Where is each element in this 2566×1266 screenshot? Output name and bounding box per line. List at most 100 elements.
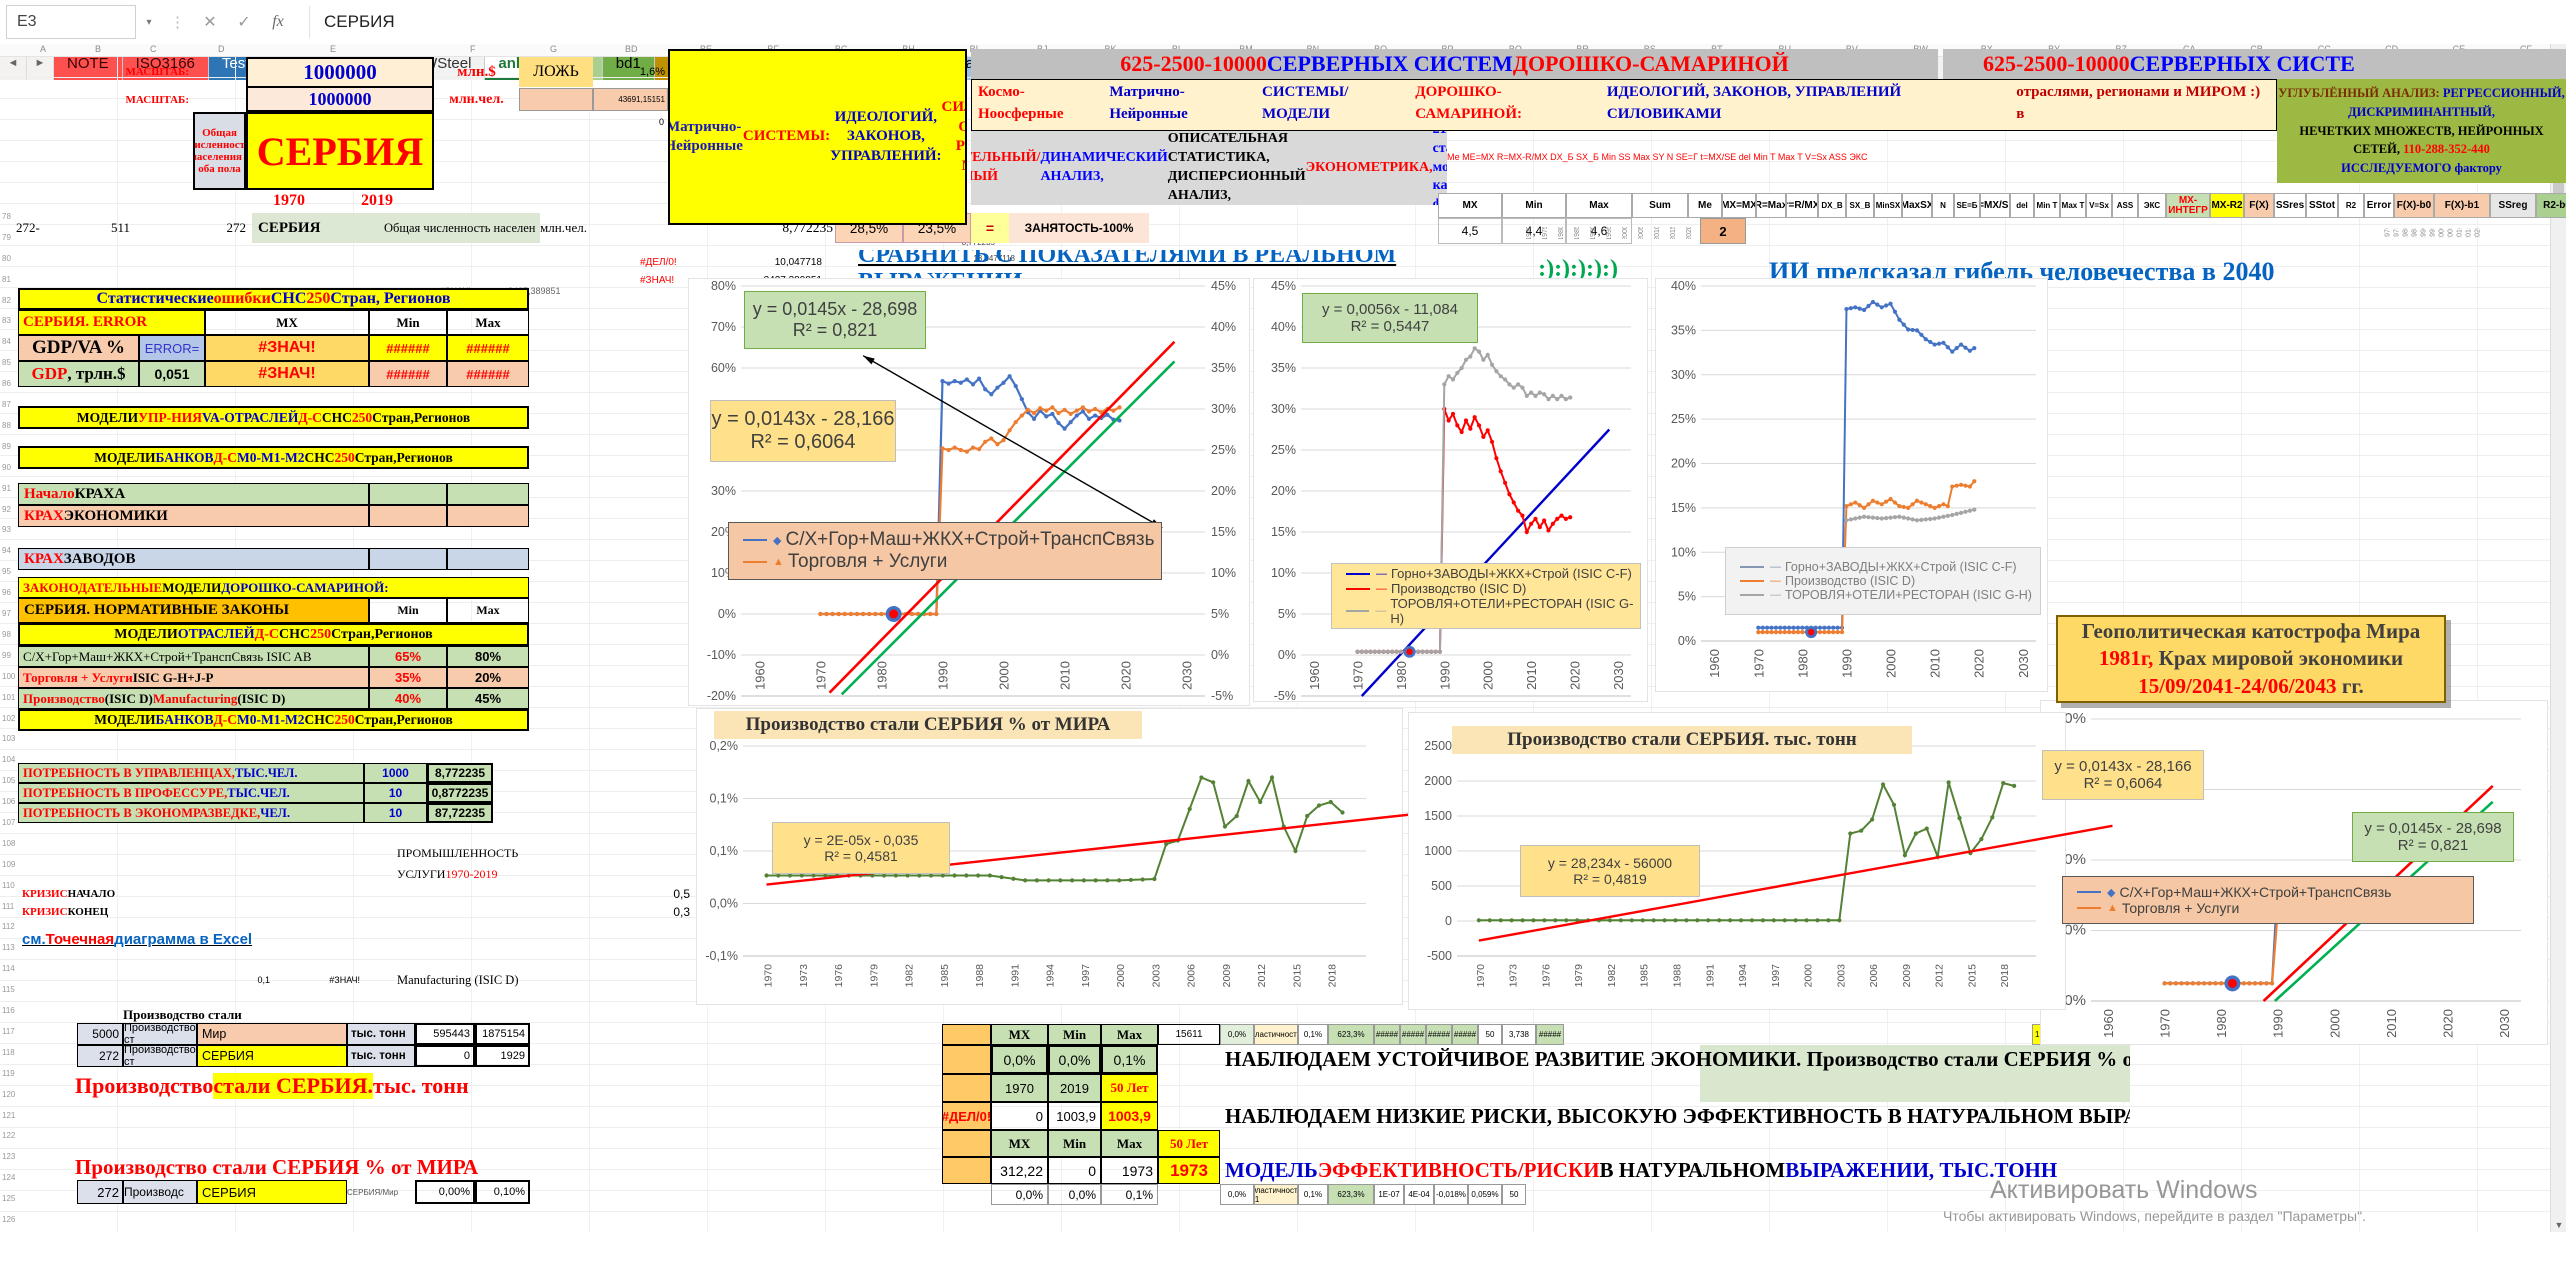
row-number[interactable]: 82 xyxy=(2,295,11,305)
steel-unit[interactable]: тыс. тонн xyxy=(347,1045,415,1067)
scale-value-1[interactable]: 1000000 xyxy=(246,57,434,88)
crash-row-label[interactable]: Начало КРАХА xyxy=(18,483,369,505)
enter-icon[interactable]: ✓ xyxy=(237,14,251,31)
stat-col-header[interactable]: SStot xyxy=(2306,193,2338,218)
summary-val[interactable]: 0 xyxy=(991,1102,1048,1130)
r78-country[interactable]: СЕРБИЯ xyxy=(252,213,384,243)
chart-F[interactable]: 2500 2000 1500 1000 500 0 -500 1970 1973 1976 1979… xyxy=(1408,712,2113,1010)
summary-mini[interactable]: -0,018% xyxy=(1434,1184,1468,1205)
stat-col-header[interactable]: R2 xyxy=(2338,193,2364,218)
err-r2-min[interactable]: ###### xyxy=(369,361,447,387)
sector-row-min[interactable]: 40% xyxy=(369,688,447,709)
row-number[interactable]: 78 xyxy=(2,212,11,221)
summary-1973[interactable]: 1973 xyxy=(1158,1157,1220,1184)
row-number[interactable]: 88 xyxy=(2,420,11,430)
sector-row-min[interactable]: 65% xyxy=(369,646,447,667)
steel-v2[interactable]: 1929 xyxy=(475,1045,530,1067)
stat-col-header[interactable]: Error xyxy=(2364,193,2394,218)
stat-col-header[interactable]: del xyxy=(2010,193,2034,218)
summary-val[interactable]: 1973 xyxy=(1101,1157,1158,1184)
summary-mini[interactable]: ##### xyxy=(1426,1024,1452,1045)
row-number[interactable]: 110 xyxy=(2,880,15,890)
sector-row-label[interactable]: С/Х+Гор+Маш+ЖКХ+Строй+ТранспСвязь ISIC A… xyxy=(18,646,369,667)
summary-mini[interactable]: 0,0% xyxy=(1220,1024,1254,1045)
leg-norm-max[interactable]: Max xyxy=(447,598,529,623)
name-box-caret-icon[interactable]: ▾ xyxy=(146,16,152,28)
stat-col-header[interactable]: N xyxy=(1932,193,1954,218)
row-number[interactable]: 83 xyxy=(2,316,11,326)
row-number[interactable]: 97 xyxy=(2,609,11,619)
err-r2-max[interactable]: ###### xyxy=(447,361,529,387)
r78-pop-label[interactable]: Общая численность населен xyxy=(384,213,540,243)
need-row-v2[interactable]: 87,72235 xyxy=(427,803,493,823)
crash-row-label[interactable]: КРАХ ЭКОНОМИКИ xyxy=(18,505,369,527)
row-number[interactable]: 118 xyxy=(2,1047,15,1057)
summary-hdr2[interactable]: Min xyxy=(1048,1130,1101,1157)
row-number[interactable]: 111 xyxy=(2,901,15,911)
steel-pct-v1[interactable]: 0,00% xyxy=(415,1180,475,1204)
summary-mini[interactable]: 4E-04 xyxy=(1404,1184,1434,1205)
sector-row-min[interactable]: 35% xyxy=(369,667,447,688)
row-number[interactable]: 112 xyxy=(2,922,15,932)
summary-val[interactable]: 312,22 xyxy=(991,1157,1048,1184)
scatter-chart-link[interactable]: см. Точечная диаграмма в Excel xyxy=(22,930,253,948)
steel-pct-num[interactable]: 272 xyxy=(77,1180,123,1204)
row-number[interactable]: 105 xyxy=(2,776,16,786)
row-number[interactable]: 86 xyxy=(2,379,11,389)
err-r1-label[interactable]: GDP/VA % xyxy=(18,335,139,361)
row-number[interactable]: 87 xyxy=(2,400,11,410)
row-number[interactable]: 102 xyxy=(2,713,16,723)
crash-row-label[interactable]: КРАХ ЗАВОДОВ xyxy=(18,548,369,570)
r78-id2[interactable]: 511 xyxy=(110,220,130,235)
summary-mini[interactable]: ##### xyxy=(1452,1024,1478,1045)
stat-col-header[interactable]: ЭКС xyxy=(2138,193,2166,218)
steel-name[interactable]: Производство ст xyxy=(123,1045,197,1067)
row-number[interactable]: 103 xyxy=(2,734,16,744)
row-number[interactable]: 99 xyxy=(2,650,11,660)
row-number[interactable]: 93 xyxy=(2,525,11,535)
need-row-v1[interactable]: 10 xyxy=(364,783,427,803)
err-r2-val[interactable]: 0,051 xyxy=(139,361,205,387)
row-number[interactable]: 116 xyxy=(2,1006,15,1016)
row-number[interactable]: 108 xyxy=(2,838,16,848)
steel-v2[interactable]: 1875154 xyxy=(475,1023,530,1045)
row-number[interactable]: 126 xyxy=(2,1215,16,1224)
stat-col-header[interactable]: Min T xyxy=(2034,193,2060,218)
stat-col-header[interactable]: t=МХ/SE xyxy=(1980,193,2010,218)
summary-mini[interactable]: 0,0% xyxy=(1220,1184,1254,1205)
summary-cell[interactable] xyxy=(942,1130,991,1157)
country-cell[interactable]: СЕРБИЯ xyxy=(246,112,434,190)
r78-zan[interactable]: ЗАНЯТОСТЬ-100% xyxy=(1009,213,1149,243)
r78-id1[interactable]: 272- xyxy=(16,220,40,235)
err-hdr-min[interactable]: Min xyxy=(369,310,447,335)
r78-id3[interactable]: 272 xyxy=(226,220,247,235)
err-r2-label[interactable]: GDP, трлн.$ xyxy=(18,361,139,387)
err-hdr-mx[interactable]: МХ xyxy=(205,310,369,335)
summary-val[interactable]: 0,0% xyxy=(991,1045,1048,1074)
leg-norm-min[interactable]: Min xyxy=(369,598,447,623)
vscroll-down-icon[interactable]: ▼ xyxy=(2554,1220,2564,1230)
need-row-v1[interactable]: 10 xyxy=(364,803,427,823)
summary-val[interactable]: 2019 xyxy=(1048,1074,1101,1102)
row-number[interactable]: 84 xyxy=(2,337,11,347)
err-r1-min[interactable]: ###### xyxy=(369,335,447,361)
err-hdr-max[interactable]: Max xyxy=(447,310,529,335)
summary-mini[interactable]: ##### xyxy=(1374,1024,1400,1045)
row-number[interactable]: 122 xyxy=(2,1131,16,1141)
stat-col-header[interactable]: R2-b0 xyxy=(2536,193,2566,218)
row-number[interactable]: 85 xyxy=(2,358,11,368)
sector-row-max[interactable]: 45% xyxy=(447,688,529,709)
stat-col-header[interactable]: SE=Б xyxy=(1954,193,1980,218)
row-number[interactable]: 90 xyxy=(2,462,11,472)
summary-val[interactable]: 1003,9 xyxy=(1048,1102,1101,1130)
summary-hdr2[interactable]: Max xyxy=(1101,1130,1158,1157)
sector-row-label[interactable]: Производство (ISIC D) Manufacturing (ISI… xyxy=(18,688,369,709)
summary-50let-2[interactable]: 50 Лет xyxy=(1158,1130,1220,1157)
summary-val[interactable]: 1970 xyxy=(991,1074,1048,1102)
row-number[interactable]: 100 xyxy=(2,671,16,681)
summary-val[interactable]: 0,0% xyxy=(1048,1184,1101,1205)
err-r1-mx[interactable]: #ЗНАЧ! xyxy=(205,335,369,361)
row-number[interactable]: 119 xyxy=(2,1068,15,1078)
err-r1-max[interactable]: ###### xyxy=(447,335,529,361)
stat-col-header[interactable]: MaxSX xyxy=(1902,193,1932,218)
